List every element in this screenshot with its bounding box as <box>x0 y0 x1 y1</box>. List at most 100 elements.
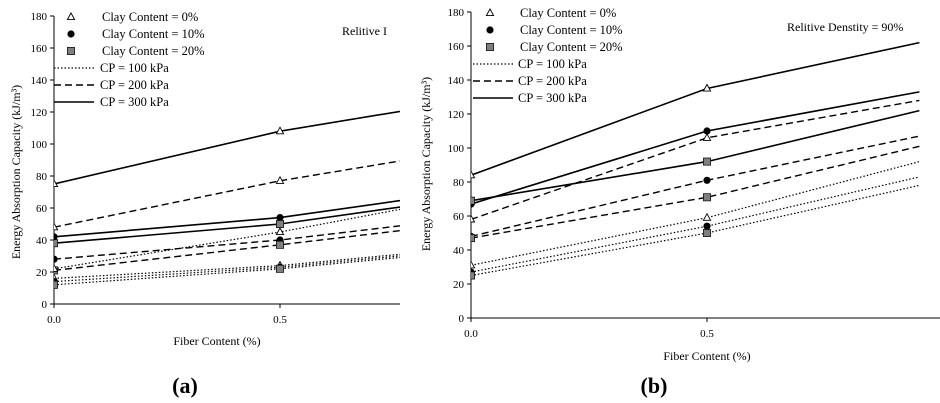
data-point-a-7-0 <box>54 233 58 241</box>
data-point-b-7-1 <box>703 127 711 135</box>
data-point-b-2-0 <box>471 271 475 280</box>
series-group-b <box>471 41 920 280</box>
y-tick-label: 60 <box>453 211 465 223</box>
data-point-b-1-1 <box>703 222 711 230</box>
data-point-a-2-0 <box>54 280 58 289</box>
x-tick-label: 0.5 <box>273 314 287 326</box>
legend-label: Clay Content = 10% <box>520 23 623 37</box>
legend-label: CP = 100 kPa <box>100 61 169 75</box>
y-tick-label: 20 <box>36 267 48 279</box>
series-line-a-6 <box>54 110 400 185</box>
legend-marker <box>485 8 495 17</box>
y-tick-label: 60 <box>36 203 48 215</box>
legend-label: Clay Content = 10% <box>102 27 205 41</box>
series-line-a-0 <box>54 253 400 279</box>
legend-b: Clay Content = 0% Clay Content = 10% Clay … <box>473 6 623 105</box>
data-point-b-0-0 <box>471 260 476 269</box>
data-point-a-6-0 <box>54 179 59 188</box>
y-tick-label: 180 <box>31 11 48 23</box>
series-line-b-1 <box>471 176 920 273</box>
data-point-b-6-0 <box>471 170 476 179</box>
y-tick-label: 100 <box>448 143 465 155</box>
y-tick-label: 140 <box>31 75 48 87</box>
data-point-a-3-0 <box>54 222 59 231</box>
y-tick-label: 40 <box>36 235 48 247</box>
y-tick-label: 20 <box>453 279 465 291</box>
data-point-a-8-0 <box>54 239 58 248</box>
y-tick-label: 180 <box>448 7 465 19</box>
legend-label: Clay Content = 20% <box>520 40 623 54</box>
data-point-b-0-1 <box>702 212 712 221</box>
series-line-a-4 <box>54 225 400 260</box>
data-point-b-3-1 <box>702 132 712 141</box>
legend-label: CP = 300 kPa <box>100 95 169 109</box>
series-line-b-7 <box>471 91 920 205</box>
legend-label: CP = 200 kPa <box>518 74 587 88</box>
panel-label-a: (a) <box>172 373 198 398</box>
legend-label: CP = 300 kPa <box>518 91 587 105</box>
panel-a: 0 20 40 60 80 100 120 140 160 180 0.0 0.5 Relitive … <box>9 10 400 398</box>
data-point-b-2-1 <box>703 229 711 237</box>
y-tick-label: 0 <box>42 299 48 311</box>
panel-b: 0 20 40 60 80 100 120 140 160 180 0.0 0.5 Relitive … <box>419 6 940 398</box>
data-point-a-5-1 <box>276 240 284 249</box>
annotation-a: Relitive I <box>342 24 387 38</box>
data-point-b-3-0 <box>471 214 476 223</box>
panel-label-b: (b) <box>641 373 668 398</box>
y-axis-title-b: Energy Absorption Capacity (kJ/m³) <box>419 77 433 251</box>
x-axis-title-a: Fiber Content (%) <box>173 334 260 348</box>
series-line-a-5 <box>54 229 400 272</box>
data-point-a-8-1 <box>276 220 284 228</box>
y-tick-label: 120 <box>31 107 48 119</box>
y-tick-label: 120 <box>448 109 465 121</box>
y-tick-label: 40 <box>453 245 465 257</box>
series-line-b-3 <box>471 99 920 221</box>
y-tick-label: 80 <box>453 177 465 189</box>
series-line-a-3 <box>54 160 400 228</box>
y-tick-label: 0 <box>459 313 465 325</box>
legend-label: Clay Content = 20% <box>102 44 205 58</box>
annotation-b: Relitive Denstity = 90% <box>787 20 903 34</box>
legend-label: Clay Content = 0% <box>520 6 616 20</box>
y-axis-title-a: Energy Absorption Capacity (kJ/m³) <box>9 85 23 259</box>
series-line-a-8 <box>54 206 400 244</box>
data-point-a-4-0 <box>54 255 58 263</box>
plot-area-a: 0 20 40 60 80 100 120 140 160 180 0.0 0.5 <box>31 11 400 326</box>
data-point-a-7-1 <box>276 214 284 222</box>
data-point-a-9-1 <box>275 227 285 236</box>
y-tick-label: 160 <box>448 41 465 53</box>
x-tick-label: 0.0 <box>47 314 61 326</box>
data-point-a-6-1 <box>275 126 285 135</box>
series-line-a-2 <box>54 256 400 286</box>
x-tick-label: 0.5 <box>700 328 714 340</box>
legend-a: Clay Content = 0% Clay Content = 10% Clay … <box>54 10 205 109</box>
series-group-a <box>54 110 400 289</box>
data-point-b-5-1 <box>703 193 711 202</box>
legend-label: CP = 100 kPa <box>518 57 587 71</box>
legend-marker <box>486 43 494 51</box>
series-line-b-8 <box>471 109 920 202</box>
plot-area-b: 0 20 40 60 80 100 120 140 160 180 0.0 0.5 <box>448 7 940 340</box>
legend-label: Clay Content = 0% <box>102 10 198 24</box>
y-tick-label: 100 <box>31 139 48 151</box>
y-tick-label: 140 <box>448 75 465 87</box>
series-line-b-5 <box>471 145 920 239</box>
series-line-b-0 <box>471 161 920 266</box>
data-point-b-4-1 <box>703 176 711 184</box>
legend-marker <box>486 26 494 34</box>
data-point-b-8-1 <box>703 157 711 166</box>
data-point-a-3-1 <box>275 175 285 184</box>
legend-label: CP = 200 kPa <box>100 78 169 92</box>
x-axis-title-b: Fiber Content (%) <box>663 349 750 363</box>
legend-marker <box>67 47 75 55</box>
legend-marker <box>67 30 75 38</box>
y-tick-label: 160 <box>31 43 48 55</box>
legend-marker <box>66 12 76 21</box>
data-point-b-6-1 <box>702 83 712 92</box>
data-point-b-8-0 <box>471 196 475 205</box>
x-tick-label: 0.0 <box>464 328 478 340</box>
data-point-a-9-0 <box>54 263 59 272</box>
y-tick-label: 80 <box>36 171 48 183</box>
data-point-a-2-1 <box>276 264 284 273</box>
